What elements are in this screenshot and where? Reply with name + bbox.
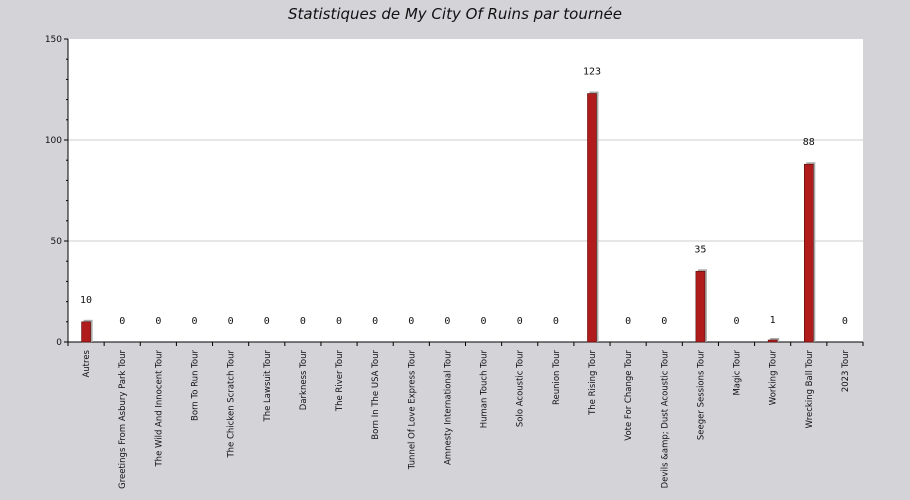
category-label: Born In The USA Tour: [371, 350, 381, 440]
data-label: 0: [661, 316, 667, 327]
data-label: 0: [119, 316, 125, 327]
y-tick-label: 100: [45, 136, 62, 146]
data-label: 0: [517, 316, 523, 327]
category-label: Solo Acoustic Tour: [516, 350, 526, 428]
y-tick-label: 50: [51, 237, 63, 247]
data-label: 0: [625, 316, 631, 327]
category-label: Devils &amp; Dust Acoustic Tour: [660, 349, 670, 488]
category-label: The Lawsuit Tour: [263, 349, 273, 422]
category-label: Born To Run Tour: [190, 350, 200, 421]
data-label: 0: [444, 316, 450, 327]
y-tick-label: 150: [45, 35, 62, 45]
data-label: 35: [694, 244, 706, 255]
data-label: 123: [583, 67, 601, 78]
data-label: 0: [300, 316, 306, 327]
bar: [81, 321, 91, 343]
plot-area: [68, 39, 863, 342]
data-label: 10: [80, 295, 92, 306]
data-label: 0: [734, 316, 740, 327]
data-label: 0: [372, 316, 378, 327]
category-label: Working Tour: [769, 349, 779, 405]
data-label: 0: [191, 316, 197, 327]
bar: [767, 339, 778, 343]
y-tick-label: 0: [56, 338, 62, 348]
data-label: 0: [336, 316, 342, 327]
category-label: The Rising Tour: [588, 350, 598, 416]
category-label: Magic Tour: [733, 350, 743, 396]
category-label: Human Touch Tour: [480, 350, 490, 429]
data-label: 0: [264, 316, 270, 327]
category-label: Reunion Tour: [552, 350, 562, 406]
category-label: Darkness Tour: [299, 350, 309, 411]
data-label: 0: [228, 316, 234, 327]
category-label: Vote For Change Tour: [624, 350, 634, 441]
category-label: Greetings From Asbury Park Tour: [118, 350, 128, 489]
bar: [695, 270, 706, 343]
category-label: Tunnel Of Love Express Tour: [407, 350, 417, 471]
data-label: 0: [481, 316, 487, 327]
data-label: 0: [553, 316, 559, 327]
category-label: Amnesty International Tour: [443, 350, 453, 465]
data-label: 88: [803, 137, 815, 148]
category-label: The Chicken Scratch Tour: [227, 350, 237, 459]
category-label: Seeger Sessions Tour: [696, 350, 706, 441]
data-label: 1: [770, 315, 776, 326]
data-label: 0: [155, 316, 161, 327]
data-label: 0: [408, 316, 414, 327]
category-label: The River Tour: [335, 350, 345, 413]
chart-title: Statistiques de My City Of Ruins par tou…: [287, 5, 622, 23]
bar: [803, 163, 814, 343]
category-label: 2023 Tour: [841, 350, 851, 393]
category-label: Autres: [82, 349, 92, 377]
category-label: Wrecking Ball Tour: [805, 350, 815, 429]
data-label: 0: [842, 316, 848, 327]
category-label: The Wild And Innocent Tour: [154, 350, 164, 468]
bar: [587, 93, 597, 343]
